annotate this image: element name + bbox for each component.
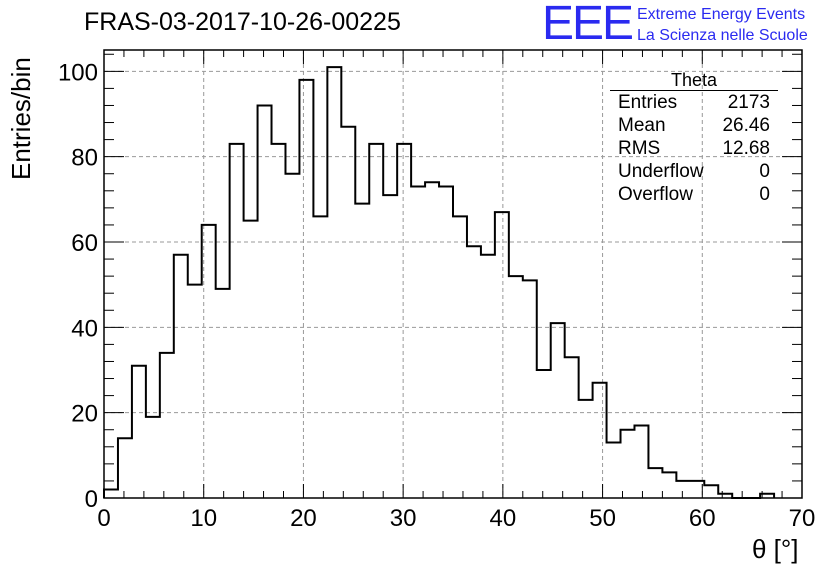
x-tick-label: 20 <box>290 505 317 532</box>
stats-label: Underflow <box>618 161 704 182</box>
stats-value: 12.68 <box>722 138 770 159</box>
logo-line-2: La Scienza nelle Scuole <box>637 27 808 44</box>
stats-box: Theta Entries 2173 Mean 26.46 RMS 12.68 … <box>608 70 778 206</box>
eee-logo-mark: EEE <box>542 0 634 50</box>
stats-value: 0 <box>759 161 770 182</box>
y-tick-label: 100 <box>58 59 98 86</box>
stats-row-overflow: Overflow 0 <box>608 183 778 206</box>
y-tick-label: 20 <box>71 401 98 428</box>
stats-title: Theta <box>610 70 778 91</box>
stats-label: Mean <box>618 115 666 136</box>
logo-line-1: Extreme Energy Events <box>637 6 806 23</box>
histogram-bin <box>537 370 551 498</box>
histogram-bin <box>174 255 188 498</box>
histogram-bin <box>202 225 216 498</box>
histogram-bin <box>285 174 299 498</box>
histogram-bin <box>579 400 593 498</box>
histogram-bin <box>607 443 621 498</box>
x-tick-label: 60 <box>689 505 716 532</box>
histogram-bin <box>593 383 607 498</box>
histogram-bin <box>551 323 565 498</box>
histogram-bin <box>523 280 537 498</box>
chart-title: FRAS-03-2017-10-26-00225 <box>84 8 401 36</box>
histogram-bin <box>188 285 202 498</box>
histogram-bin <box>369 144 383 498</box>
x-tick-label: 30 <box>390 505 417 532</box>
histogram-bin <box>341 127 355 498</box>
histogram-bin <box>704 485 718 498</box>
x-tick-label: 50 <box>589 505 616 532</box>
histogram-bin <box>411 187 425 498</box>
stats-row-underflow: Underflow 0 <box>608 160 778 183</box>
histogram-bin <box>355 204 369 498</box>
histogram-bin <box>648 468 662 498</box>
stats-label: Entries <box>618 92 678 113</box>
y-axis-label: Entries/bin <box>6 57 36 180</box>
stats-row-entries: Entries 2173 <box>608 91 778 114</box>
histogram-bin <box>481 255 495 498</box>
histogram-bin <box>160 353 174 498</box>
histogram-bin <box>662 472 676 498</box>
x-tick-label: 70 <box>789 505 816 532</box>
histogram-bin <box>104 489 118 498</box>
eee-logo-text: Extreme Energy Events La Scienza nelle S… <box>637 4 808 46</box>
histogram-bin <box>216 289 230 498</box>
histogram-bin <box>467 246 481 498</box>
plot-frame <box>103 49 803 499</box>
x-tick-label: 0 <box>97 505 110 532</box>
histogram-bin <box>146 417 160 498</box>
histogram-bin <box>299 80 313 498</box>
histogram-bin <box>495 212 509 498</box>
histogram-bin <box>118 438 132 498</box>
x-axis-label: θ [°] <box>752 534 799 564</box>
stats-row-rms: RMS 12.68 <box>608 137 778 160</box>
stats-value: 2173 <box>727 92 770 113</box>
y-tick-label: 60 <box>71 230 98 257</box>
histogram-bin <box>272 144 286 498</box>
histogram-bin <box>397 144 411 498</box>
histogram-series-line <box>103 66 776 499</box>
histogram-bin <box>132 366 146 498</box>
histogram-bin <box>439 187 453 498</box>
histogram-bin <box>230 144 244 498</box>
y-tick-label: 40 <box>71 315 98 342</box>
x-tick-label: 10 <box>190 505 217 532</box>
histogram-bin <box>453 216 467 498</box>
histogram-bin <box>676 481 690 498</box>
stats-label: Overflow <box>618 184 693 205</box>
stats-row-mean: Mean 26.46 <box>608 114 778 137</box>
histogram-bin <box>313 216 327 498</box>
x-tick-label: 40 <box>490 505 517 532</box>
histogram-bin <box>383 195 397 498</box>
histogram-bin <box>509 276 523 498</box>
histogram-bin <box>258 105 272 498</box>
histogram-bin <box>565 357 579 498</box>
histogram-bin <box>621 430 635 498</box>
histogram-bin <box>244 221 258 498</box>
histogram-bin <box>425 182 439 498</box>
stats-value: 0 <box>759 184 770 205</box>
histogram-bin <box>327 67 341 498</box>
y-tick-label: 0 <box>85 486 98 513</box>
y-tick-label: 80 <box>71 145 98 172</box>
stats-value: 26.46 <box>722 115 770 136</box>
stats-label: RMS <box>618 138 661 159</box>
histogram-bin <box>634 425 648 498</box>
